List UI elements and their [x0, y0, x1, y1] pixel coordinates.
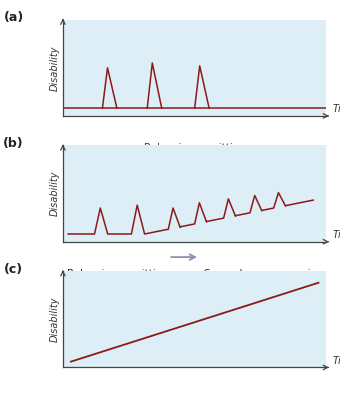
Text: Relapsing remitting: Relapsing remitting — [67, 269, 169, 279]
Text: Relapsing remitting: Relapsing remitting — [143, 143, 246, 153]
Y-axis label: Disability: Disability — [50, 45, 60, 90]
Y-axis label: Disability: Disability — [50, 171, 60, 216]
Text: Secondary progressive: Secondary progressive — [204, 269, 323, 279]
Text: (b): (b) — [3, 137, 24, 150]
Text: (a): (a) — [3, 11, 24, 24]
Text: (c): (c) — [4, 263, 23, 276]
Y-axis label: Disability: Disability — [50, 297, 60, 342]
Text: Time: Time — [333, 356, 340, 365]
Text: Time: Time — [333, 104, 340, 114]
Text: Time: Time — [333, 230, 340, 240]
